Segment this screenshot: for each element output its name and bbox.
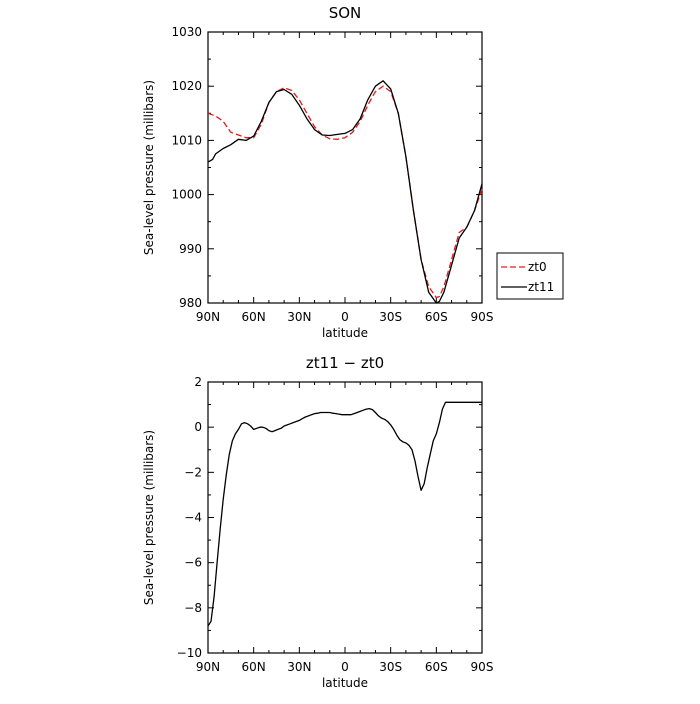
plot-frame xyxy=(207,381,483,654)
x-tick-label: 60S xyxy=(425,660,448,674)
x-tick-label: 0 xyxy=(341,660,349,674)
y-tick-label: −4 xyxy=(184,511,202,525)
y-axis: 980 990 1000 1010 1020 1030 xyxy=(171,25,482,310)
x-tick-label: 30S xyxy=(379,660,402,674)
series-line-zt0 xyxy=(207,85,483,299)
y-tick-label: 0 xyxy=(194,420,202,434)
legend-box xyxy=(496,252,564,300)
x-tick-label: 60N xyxy=(242,660,266,674)
x-tick-label: 90S xyxy=(471,660,494,674)
y-axis-title: Sea-level pressure (millibars) xyxy=(142,80,156,255)
x-axis: 90N 60N 30N 0 30S 60S 90S xyxy=(196,382,494,674)
series-line-zt11 xyxy=(207,80,483,304)
chart-title: zt11 − zt0 xyxy=(306,354,384,372)
x-tick-label: 30S xyxy=(379,310,402,324)
x-axis-title: latitude xyxy=(322,676,368,690)
x-tick-label: 30N xyxy=(287,660,311,674)
chart-title: SON xyxy=(329,4,362,22)
x-axis-title: latitude xyxy=(322,326,368,340)
x-tick-label: 90N xyxy=(196,660,220,674)
y-tick-label: 980 xyxy=(179,296,202,310)
y-tick-label: −10 xyxy=(177,646,202,660)
x-tick-label: 0 xyxy=(341,310,349,324)
legend: zt0 zt11 xyxy=(496,252,564,300)
series-line-series-1 xyxy=(207,401,482,627)
legend-label: zt0 xyxy=(528,260,547,274)
chart-panel-1: SON 90N 60N 30N 0 30S 60S 90S 980 990 1000 1010 1020… xyxy=(142,4,564,340)
x-tick-label: 60S xyxy=(425,310,448,324)
y-axis-title: Sea-level pressure (millibars) xyxy=(142,430,156,605)
y-tick-label: 1020 xyxy=(171,79,202,93)
y-tick-label: −8 xyxy=(184,601,202,615)
legend-label: zt11 xyxy=(528,280,554,294)
y-tick-label: 990 xyxy=(179,242,202,256)
x-tick-label: 90S xyxy=(471,310,494,324)
chart-panel-2: zt11 − zt0 90N 60N 30N 0 30S 60S 90S −10 −8 −6 −4 −2… xyxy=(142,354,493,690)
y-axis: −10 −8 −6 −4 −2 0 2 xyxy=(177,375,482,660)
x-tick-label: 60N xyxy=(242,310,266,324)
y-tick-label: −2 xyxy=(184,465,202,479)
y-tick-label: 2 xyxy=(194,375,202,389)
y-tick-label: 1030 xyxy=(171,25,202,39)
y-tick-label: 1000 xyxy=(171,188,202,202)
plot-frame xyxy=(207,31,483,304)
x-axis: 90N 60N 30N 0 30S 60S 90S xyxy=(196,32,494,324)
y-tick-label: 1010 xyxy=(171,133,202,147)
y-tick-label: −6 xyxy=(184,556,202,570)
x-tick-label: 30N xyxy=(287,310,311,324)
x-tick-label: 90N xyxy=(196,310,220,324)
